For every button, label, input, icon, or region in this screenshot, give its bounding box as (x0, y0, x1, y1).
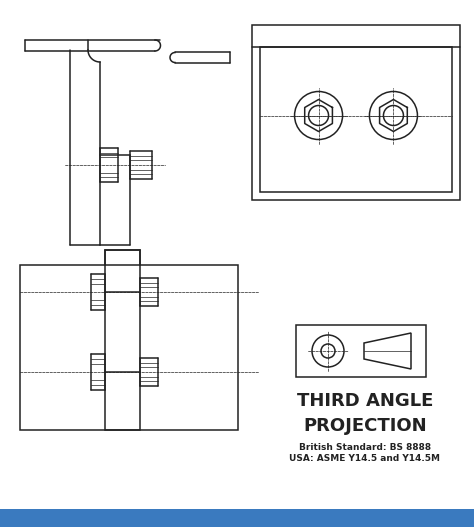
Bar (20, 265, 238, 430)
Bar (0, 509, 474, 527)
Text: THIRD ANGLE: THIRD ANGLE (297, 392, 433, 410)
Text: USA: ASME Y14.5 and Y14.5M: USA: ASME Y14.5 and Y14.5M (290, 454, 440, 463)
Text: PROJECTION: PROJECTION (303, 417, 427, 435)
Bar (252, 25, 460, 200)
Bar (296, 325, 426, 377)
Bar (105, 250, 140, 430)
Bar (260, 47, 452, 192)
Text: British Standard: BS 8888: British Standard: BS 8888 (299, 443, 431, 452)
